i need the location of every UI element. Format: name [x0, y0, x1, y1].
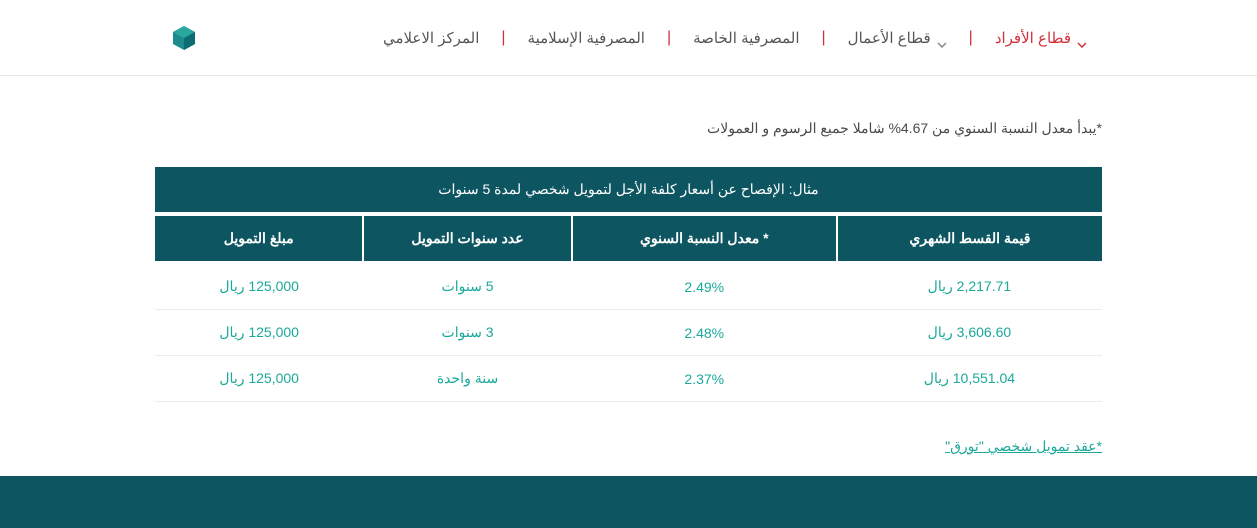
cell-amount: 125,000 ريال [155, 356, 363, 402]
cell-years: 5 سنوات [363, 263, 571, 310]
nav-label: المصرفية الإسلامية [528, 29, 645, 47]
financing-example-table: مثال: الإفصاح عن أسعار كلفة الأجل لتمويل… [155, 167, 1102, 402]
cell-monthly: 3,606.60 ريال [837, 310, 1102, 356]
col-amount: مبلغ التمويل [155, 214, 363, 263]
nav-item-business[interactable]: قطاع الأعمال [826, 29, 969, 47]
cell-years: سنة واحدة [363, 356, 571, 402]
nav-item-islamic[interactable]: المصرفية الإسلامية [506, 29, 667, 47]
cell-amount: 125,000 ريال [155, 263, 363, 310]
col-years: عدد سنوات التمويل [363, 214, 571, 263]
contract-link[interactable]: *عقد تمويل شخصي "تورق" [945, 438, 1102, 454]
table-header-row: قيمة القسط الشهري * معدل النسبة السنوي ع… [155, 214, 1102, 263]
table-caption-row: مثال: الإفصاح عن أسعار كلفة الأجل لتمويل… [155, 167, 1102, 214]
cell-apr: 2.37% [572, 356, 837, 402]
nav-label: المركز الاعلامي [383, 29, 479, 47]
table-row: 10,551.04 ريال 2.37% سنة واحدة 125,000 ر… [155, 356, 1102, 402]
cell-amount: 125,000 ريال [155, 310, 363, 356]
nav-item-private[interactable]: المصرفية الخاصة [671, 29, 821, 47]
site-header: قطاع الأفراد | قطاع الأعمال | المصرفية ا… [0, 0, 1257, 76]
nav-item-media[interactable]: المركز الاعلامي [361, 29, 501, 47]
table-row: 2,217.71 ريال 2.49% 5 سنوات 125,000 ريال [155, 263, 1102, 310]
table-caption: مثال: الإفصاح عن أسعار كلفة الأجل لتمويل… [155, 167, 1102, 214]
cell-monthly: 2,217.71 ريال [837, 263, 1102, 310]
contract-link-row: *عقد تمويل شخصي "تورق" [155, 402, 1102, 456]
cell-years: 3 سنوات [363, 310, 571, 356]
col-apr: * معدل النسبة السنوي [572, 214, 837, 263]
col-monthly-installment: قيمة القسط الشهري [837, 214, 1102, 263]
bank-logo-icon[interactable] [170, 24, 198, 52]
cell-apr: 2.49% [572, 263, 837, 310]
page-content: *يبدأ معدل النسبة السنوي من 4.67% شاملا … [0, 76, 1257, 456]
footer-strip [0, 476, 1257, 528]
chevron-down-icon [1077, 35, 1087, 41]
cell-monthly: 10,551.04 ريال [837, 356, 1102, 402]
nav-item-individuals[interactable]: قطاع الأفراد [973, 29, 1087, 47]
nav-label: المصرفية الخاصة [693, 29, 799, 47]
apr-disclosure-text: *يبدأ معدل النسبة السنوي من 4.67% شاملا … [155, 76, 1102, 167]
table-row: 3,606.60 ريال 2.48% 3 سنوات 125,000 ريال [155, 310, 1102, 356]
nav-label: قطاع الأعمال [848, 29, 931, 47]
nav-label: قطاع الأفراد [995, 29, 1071, 47]
cell-apr: 2.48% [572, 310, 837, 356]
chevron-down-icon [937, 35, 947, 41]
primary-nav: قطاع الأفراد | قطاع الأعمال | المصرفية ا… [361, 29, 1087, 47]
